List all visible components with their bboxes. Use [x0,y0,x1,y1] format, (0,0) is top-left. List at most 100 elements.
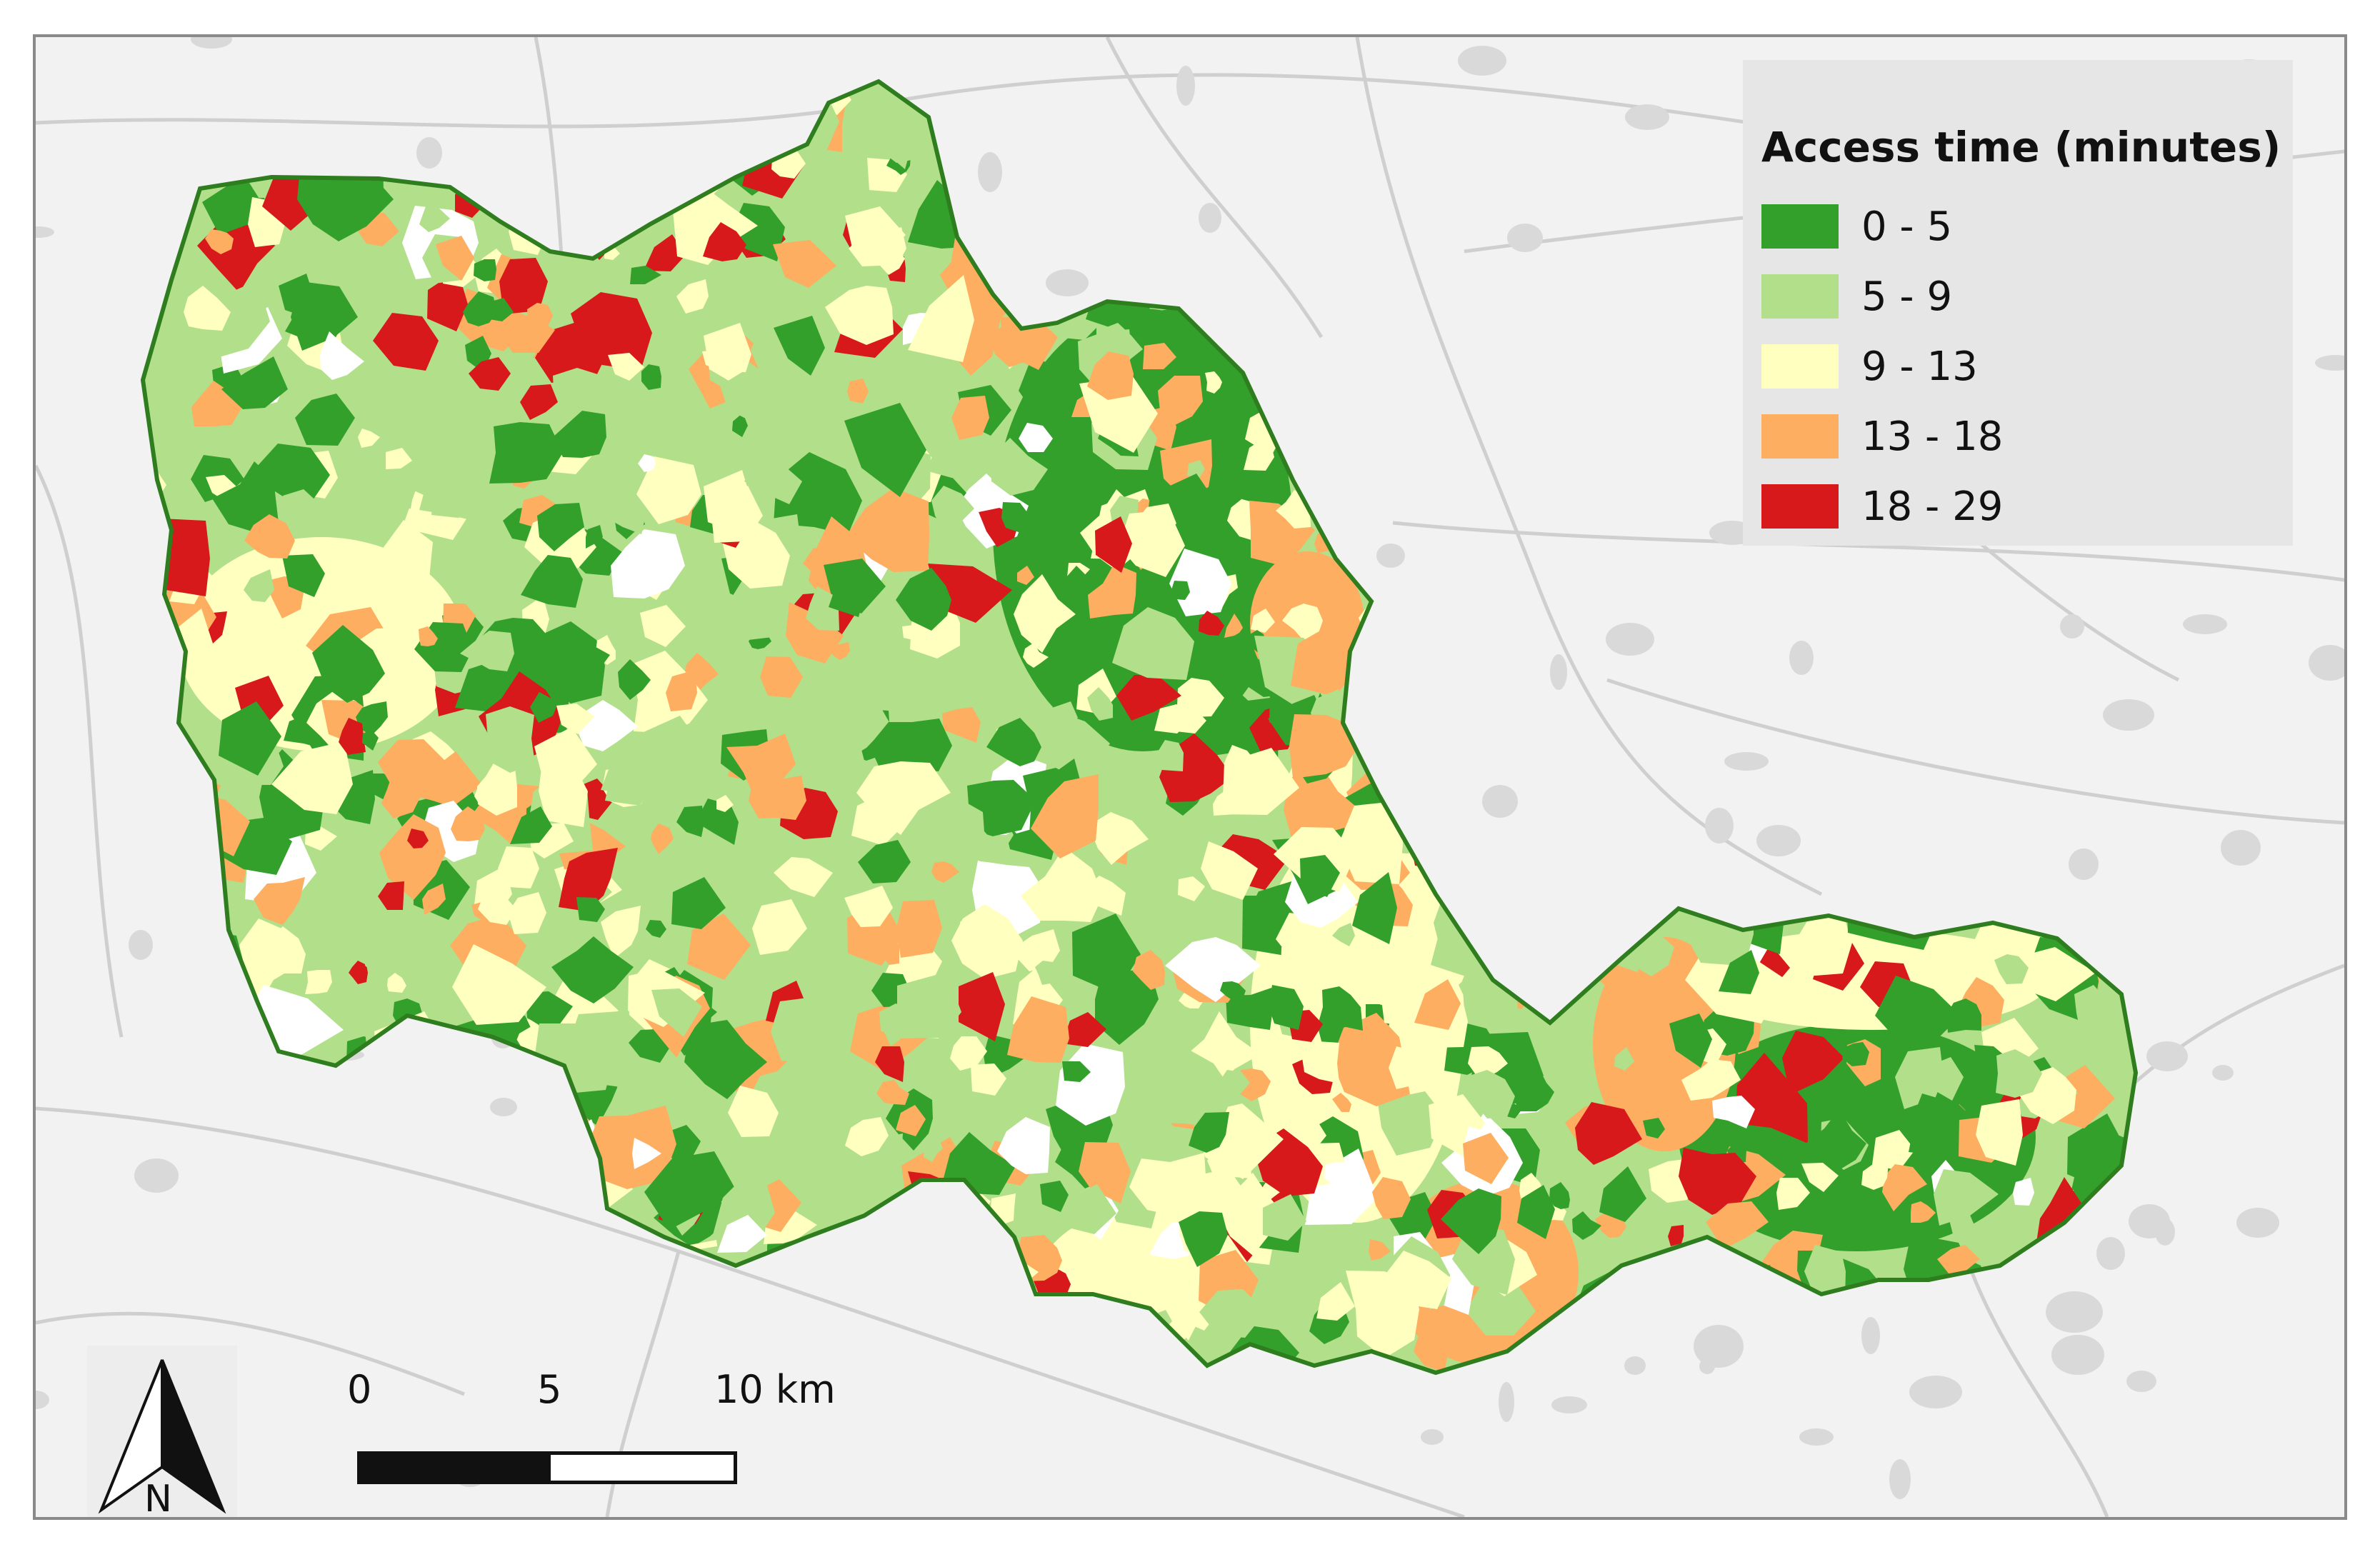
access-area-cell[interactable] [1382,1251,1451,1309]
access-area-cell[interactable] [986,718,1041,766]
access-area-cell[interactable] [1062,1061,1091,1082]
access-area-cell[interactable] [825,286,894,345]
access-area-cell[interactable] [1220,981,1246,1001]
access-area-cell[interactable] [1040,1181,1069,1212]
access-area-cell[interactable] [876,1080,909,1105]
access-area-cell[interactable] [1549,1182,1570,1209]
access-area-cell[interactable] [651,988,702,1037]
access-area-cell[interactable] [419,626,438,646]
access-area-cell[interactable] [1332,1093,1351,1112]
access-area-cell[interactable] [636,456,701,524]
access-area-cell[interactable] [212,461,279,532]
access-area-cell[interactable] [609,502,646,534]
access-area-cell[interactable] [896,900,942,958]
access-area-cell[interactable] [1269,985,1304,1030]
access-area-cell[interactable] [1994,954,2029,984]
access-area-cell[interactable] [726,573,796,641]
access-area-cell[interactable] [1210,484,1241,511]
access-area-cell[interactable] [1087,687,1113,721]
access-area-cell[interactable] [1166,386,1191,409]
access-area-cell[interactable] [1414,1331,1449,1372]
access-area-cell[interactable] [1801,1163,1839,1192]
access-area-cell[interactable] [1072,913,1141,994]
access-area-cell[interactable] [254,877,305,925]
access-area-cell[interactable] [896,1105,926,1136]
access-area-cell[interactable] [1171,581,1190,600]
access-area-cell[interactable] [924,1141,943,1162]
access-area-cell[interactable] [875,1046,904,1082]
access-area-cell[interactable] [1129,1153,1206,1220]
access-area-cell[interactable] [244,514,295,559]
access-area-cell[interactable] [1176,709,1206,734]
access-area-cell[interactable] [358,429,380,448]
access-area-cell[interactable] [567,1011,632,1087]
access-area-cell[interactable] [486,298,514,321]
access-area-cell[interactable] [241,614,266,635]
access-area-cell[interactable] [605,746,653,806]
access-area-cell[interactable] [1305,1148,1378,1225]
access-area-cell[interactable] [1014,574,1076,653]
access-area-cell[interactable] [997,1117,1050,1174]
access-area-cell[interactable] [436,236,474,281]
access-area-cell[interactable] [520,384,558,420]
access-area-cell[interactable] [1157,740,1184,771]
access-area-cell[interactable] [703,222,746,261]
access-area-cell[interactable] [601,906,641,958]
access-area-cell[interactable] [486,706,535,773]
access-area-cell[interactable] [588,1106,676,1189]
access-area-cell[interactable] [1079,376,1158,453]
access-area-cell[interactable] [1222,748,1299,815]
access-area-cell[interactable] [1782,1031,1844,1095]
access-area-cell[interactable] [1719,950,1759,994]
access-area-cell[interactable] [1468,1046,1508,1076]
access-area-cell[interactable] [967,780,1036,837]
access-area-cell[interactable] [1339,801,1403,884]
access-area-cell[interactable] [1143,343,1176,369]
access-area-cell[interactable] [1875,976,1961,1045]
access-area-cell[interactable] [1681,1059,1741,1101]
access-area-cell[interactable] [221,356,288,409]
access-area-cell[interactable] [896,568,951,631]
access-area-cell[interactable] [847,379,869,404]
access-area-cell[interactable] [460,631,514,671]
access-area-cell[interactable] [1224,694,1256,716]
access-area-cell[interactable] [1441,1188,1501,1254]
access-area-cell[interactable] [1467,1070,1515,1118]
access-area-cell[interactable] [846,488,929,572]
access-area-cell[interactable] [1599,1166,1646,1222]
access-area-cell[interactable] [1324,1162,1351,1187]
access-area-cell[interactable] [1872,1130,1915,1171]
access-area-cell[interactable] [640,605,686,647]
access-area-cell[interactable] [713,1161,775,1245]
access-area-cell[interactable] [202,183,261,235]
access-area-cell[interactable] [576,897,605,922]
access-area-cell[interactable] [1300,855,1340,897]
access-area-cell[interactable] [1205,371,1222,394]
access-area-cell[interactable] [644,1151,737,1230]
access-area-cell[interactable] [404,583,435,613]
access-area-cell[interactable] [474,259,496,281]
access-area-cell[interactable] [845,1117,889,1156]
access-area-cell[interactable] [1668,1225,1684,1246]
access-area-cell[interactable] [942,707,981,743]
access-area-cell[interactable] [1643,1118,1665,1138]
access-area-cell[interactable] [349,961,368,984]
access-area-cell[interactable] [283,489,322,526]
access-area-cell[interactable] [895,364,946,434]
access-area-cell[interactable] [419,201,450,232]
access-area-cell[interactable] [1776,1178,1810,1210]
access-area-cell[interactable] [452,944,546,1025]
access-area-cell[interactable] [1199,1289,1266,1338]
access-area-cell[interactable] [2023,947,2096,1001]
access-area-cell[interactable] [1189,1112,1229,1153]
access-area-cell[interactable] [521,555,583,608]
access-area-cell[interactable] [553,411,606,458]
access-area-cell[interactable] [463,291,496,326]
access-area-cell[interactable] [279,274,315,316]
access-area-cell[interactable] [364,931,399,976]
access-area-cell[interactable] [1087,351,1134,400]
access-area-cell[interactable] [1031,774,1099,858]
access-area-cell[interactable] [478,889,516,925]
access-area-cell[interactable] [553,368,616,420]
access-area-cell[interactable] [606,441,649,486]
